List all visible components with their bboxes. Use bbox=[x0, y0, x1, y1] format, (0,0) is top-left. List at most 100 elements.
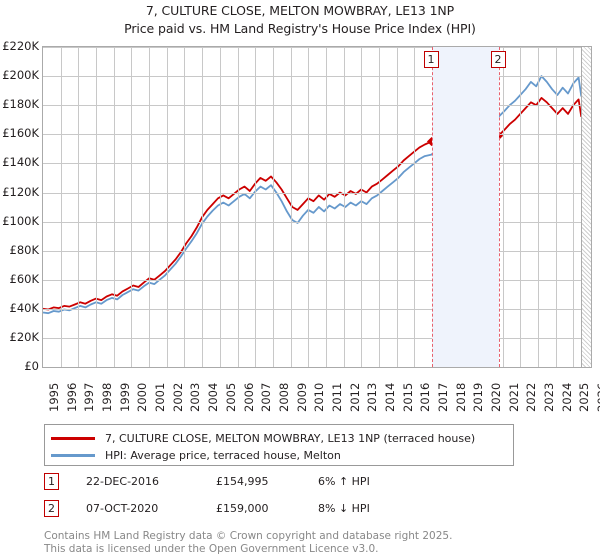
legend-label-hpi: HPI: Average price, terraced house, Melt… bbox=[105, 449, 341, 462]
x-axis-tick-label: 1995 bbox=[47, 382, 61, 412]
footer-line-1: Contains HM Land Registry data © Crown c… bbox=[44, 530, 453, 542]
x-axis-tick-label: 2003 bbox=[188, 382, 203, 412]
page-title: 7, CULTURE CLOSE, MELTON MOWBRAY, LE13 1… bbox=[145, 3, 455, 18]
gridline-vertical bbox=[255, 47, 257, 367]
sale-badge-1[interactable]: 1 bbox=[423, 51, 439, 68]
x-axis-tick-label: 2008 bbox=[276, 382, 291, 412]
footer-line-2: This data is licensed under the Open Gov… bbox=[44, 542, 379, 555]
y-axis-tick-label: £0 bbox=[24, 359, 39, 373]
gridline-vertical bbox=[184, 47, 186, 367]
x-axis-tick-label: 2023 bbox=[542, 382, 556, 412]
x-axis-tick-label: 2002 bbox=[170, 382, 185, 412]
legend-item-property: 7, CULTURE CLOSE, MELTON MOWBRAY, LE13 1… bbox=[49, 430, 513, 447]
legend-swatch-property bbox=[51, 437, 95, 440]
x-axis-tick-label: 1996 bbox=[64, 382, 79, 412]
sale-badge-2[interactable]: 2 bbox=[490, 51, 506, 68]
gridline-horizontal bbox=[43, 163, 591, 165]
y-axis-tick-label: £60K bbox=[9, 271, 40, 286]
legend-label-property: 7, CULTURE CLOSE, MELTON MOWBRAY, LE13 1… bbox=[105, 432, 476, 445]
gridline-vertical bbox=[202, 47, 204, 367]
copyright-footer: Contains HM Land Registry data © Crown c… bbox=[44, 530, 584, 555]
y-axis-tick-label: £200K bbox=[2, 68, 39, 83]
x-axis-tick-label: 2022 bbox=[524, 382, 539, 412]
y-axis-tick-label: £100K bbox=[2, 213, 39, 228]
y-axis-tick-label: £140K bbox=[2, 155, 39, 170]
gridline-vertical bbox=[149, 47, 151, 367]
transaction-hpi-delta-1: 6% ↑ HPI bbox=[318, 475, 370, 488]
x-axis-tick-label: 1997 bbox=[82, 382, 97, 412]
gridline-vertical bbox=[272, 47, 274, 367]
gridline-vertical bbox=[325, 47, 327, 367]
x-axis-tick-label: 2014 bbox=[382, 382, 397, 412]
y-axis-tick-label: £160K bbox=[2, 126, 39, 141]
x-axis-tick-label: 2026 bbox=[595, 382, 600, 412]
gridline-vertical bbox=[343, 47, 345, 367]
x-axis-tick-label: 2009 bbox=[294, 382, 309, 412]
y-axis-tick-label: £40K bbox=[9, 300, 40, 315]
gridline-horizontal bbox=[43, 47, 591, 48]
chart-series-svg bbox=[43, 75, 583, 315]
transaction-date-1: 22-DEC-2016 bbox=[86, 475, 160, 488]
gridline-horizontal bbox=[43, 279, 591, 281]
gridline-horizontal bbox=[43, 76, 591, 78]
x-axis-tick-label: 2000 bbox=[135, 382, 150, 412]
x-axis-tick-label: 2012 bbox=[347, 382, 362, 412]
gridline-vertical bbox=[520, 47, 522, 367]
y-axis-tick-label: £20K bbox=[9, 329, 40, 344]
x-axis-tick-label: 2018 bbox=[453, 382, 468, 412]
gridline-vertical bbox=[166, 47, 168, 367]
y-axis-tick-label: £80K bbox=[9, 242, 40, 257]
gridline-vertical bbox=[237, 47, 239, 367]
x-axis-tick-label: 2020 bbox=[488, 382, 503, 412]
x-axis-tick-label: 2006 bbox=[241, 382, 256, 412]
transactions-table: 1 22-DEC-2016 £154,995 6% ↑ HPI 2 07-OCT… bbox=[44, 472, 514, 526]
table-row: 1 22-DEC-2016 £154,995 6% ↑ HPI bbox=[44, 472, 514, 499]
series-line bbox=[43, 97, 583, 311]
gridline-horizontal bbox=[43, 337, 591, 339]
gridline-vertical bbox=[308, 47, 310, 367]
x-axis-tick-label: 2016 bbox=[418, 382, 433, 412]
gridline-horizontal bbox=[43, 105, 591, 107]
x-axis-tick-label: 2007 bbox=[259, 382, 274, 412]
gridline-vertical bbox=[113, 47, 115, 367]
page-subtitle: Price paid vs. HM Land Registry's House … bbox=[124, 21, 476, 36]
gridline-vertical bbox=[414, 47, 416, 367]
gridline-vertical bbox=[219, 47, 221, 367]
x-axis-tick-label: 2019 bbox=[471, 382, 486, 412]
table-row: 2 07-OCT-2020 £159,000 8% ↓ HPI bbox=[44, 499, 514, 526]
gridline-vertical bbox=[591, 47, 592, 367]
x-axis-tick-label: 1998 bbox=[100, 382, 114, 412]
series-line bbox=[43, 75, 583, 315]
sale-period-shading bbox=[431, 47, 499, 367]
x-axis-tick-label: 2025 bbox=[577, 382, 592, 412]
y-axis-tick-label: £220K bbox=[2, 39, 39, 53]
x-axis-labels: 1995 1996 1997 1998 1999 2000 2001 2002 2003 2004… bbox=[0, 372, 600, 418]
y-axis-labels: £0 £20K £40K £60K £80K £100K £120K £140K £160K £1… bbox=[0, 0, 39, 420]
gridline-vertical bbox=[78, 47, 80, 367]
x-axis-tick-label: 2013 bbox=[365, 382, 380, 412]
gridline-vertical bbox=[290, 47, 292, 367]
gridline-vertical bbox=[378, 47, 380, 367]
gridline-vertical bbox=[555, 47, 557, 367]
gridline-vertical bbox=[538, 47, 539, 367]
x-axis-tick-label: 2011 bbox=[329, 382, 344, 412]
no-data-hatch-band bbox=[581, 47, 591, 367]
sale-marker-line-1 bbox=[431, 47, 433, 367]
x-axis-tick-label: 2017 bbox=[435, 382, 450, 412]
x-axis-tick-label: 2024 bbox=[559, 382, 574, 412]
transaction-price-1: £154,995 bbox=[216, 475, 269, 488]
gridline-vertical bbox=[131, 47, 133, 367]
x-axis-tick-label: 2004 bbox=[206, 382, 221, 412]
x-axis-tick-label: 2005 bbox=[223, 382, 238, 412]
legend-item-hpi: HPI: Average price, terraced house, Melt… bbox=[49, 447, 513, 464]
sale-marker-line-2 bbox=[498, 47, 500, 367]
gridline-vertical bbox=[396, 47, 398, 367]
chart-plot-area bbox=[42, 46, 592, 368]
gridline-vertical bbox=[96, 47, 97, 367]
gridline-vertical bbox=[502, 47, 504, 367]
transaction-badge-2: 2 bbox=[44, 500, 59, 517]
transaction-hpi-delta-2: 8% ↓ HPI bbox=[318, 502, 370, 515]
gridline-horizontal bbox=[43, 221, 591, 223]
x-axis-tick-label: 2021 bbox=[506, 382, 521, 412]
